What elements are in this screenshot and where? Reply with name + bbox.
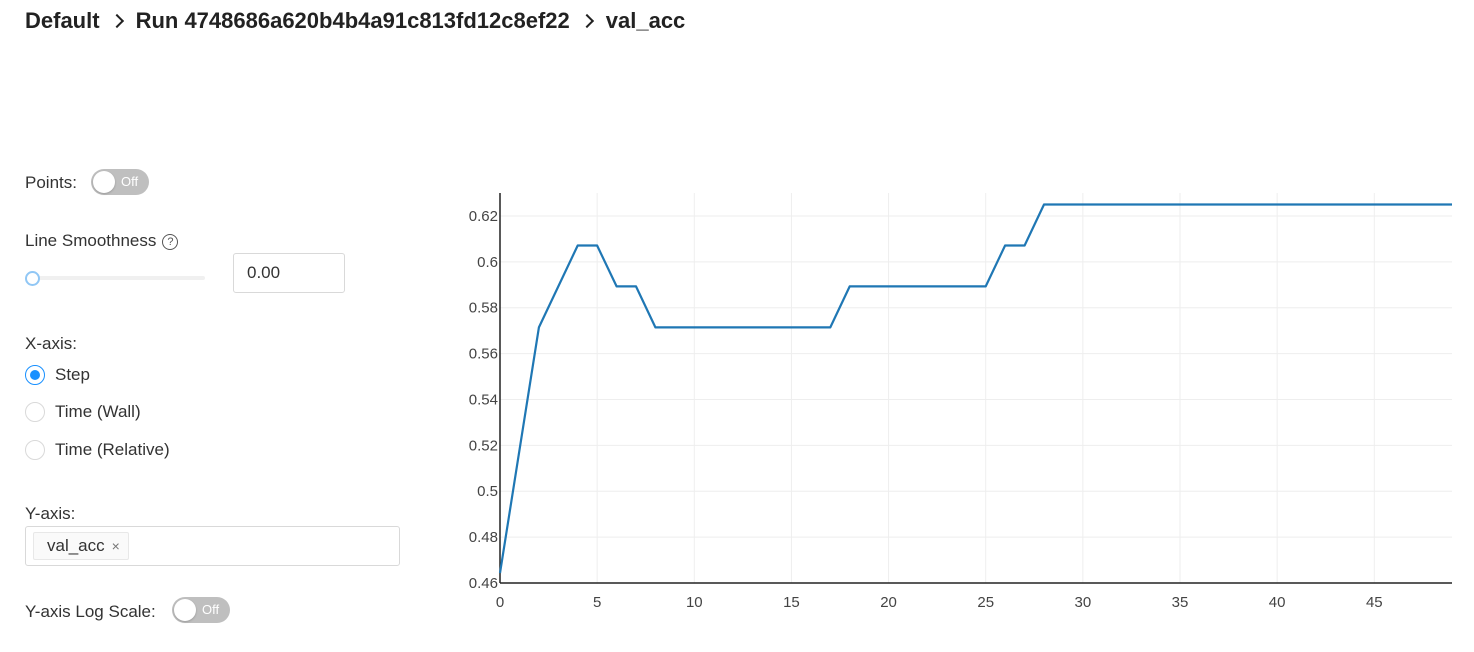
x-axis-option-time-wall[interactable]: Time (Wall)	[25, 402, 141, 422]
breadcrumb-run[interactable]: Run 4748686a620b4b4a91c813fd12c8ef22	[135, 8, 570, 33]
chart-axes	[499, 193, 1452, 584]
y-tick-label: 0.48	[469, 529, 498, 546]
y-tick-label: 0.56	[469, 346, 498, 363]
line-smoothness-slider[interactable]	[32, 276, 205, 280]
metric-chart[interactable]: 0.46 0.48 0.5 0.52 0.54 0.56 0.58 0.6 0.62 0 5 10 1…	[460, 185, 1460, 625]
x-tick-label: 45	[1366, 594, 1383, 611]
y-axis-tag-label: val_acc	[47, 536, 105, 555]
x-axis-option-label: Time (Wall)	[55, 402, 141, 421]
x-tick-label: 0	[496, 594, 504, 611]
x-tick-label: 25	[977, 594, 994, 611]
x-tick-label: 10	[686, 594, 703, 611]
x-axis-option-label: Time (Relative)	[55, 440, 170, 459]
radio-button[interactable]	[25, 365, 45, 385]
x-tick-label: 20	[880, 594, 897, 611]
x-tick-label: 5	[593, 594, 601, 611]
breadcrumb: Default Run 4748686a620b4b4a91c813fd12c8…	[25, 8, 685, 34]
line-smoothness-input[interactable]	[233, 253, 345, 293]
y-tick-label: 0.52	[469, 437, 498, 454]
y-tick-label: 0.46	[469, 575, 498, 592]
y-axis-log-scale-label: Y-axis Log Scale:	[25, 602, 156, 621]
breadcrumb-metric: val_acc	[605, 8, 686, 33]
line-smoothness-label-row: Line Smoothness?	[25, 231, 179, 251]
toggle-knob	[174, 599, 196, 621]
x-axis-option-step[interactable]: Step	[25, 365, 90, 385]
log-scale-toggle-state: Off	[202, 602, 220, 617]
y-tick-label: 0.54	[469, 391, 498, 408]
points-toggle-state: Off	[121, 174, 139, 189]
x-axis-option-label: Step	[55, 365, 90, 384]
series-line-val-acc	[498, 203, 1452, 574]
y-tick-labels: 0.46 0.48 0.5 0.52 0.54 0.56 0.58 0.6 0.62	[469, 208, 498, 592]
x-axis-option-time-relative[interactable]: Time (Relative)	[25, 440, 170, 460]
slider-handle[interactable]	[25, 271, 40, 286]
radio-button[interactable]	[25, 440, 45, 460]
toggle-knob	[93, 171, 115, 193]
y-tick-label: 0.62	[469, 208, 498, 225]
chart-grid	[500, 193, 1452, 584]
close-icon[interactable]: ×	[111, 538, 120, 554]
line-smoothness-label: Line Smoothness	[25, 231, 157, 250]
plot-controls-panel: Points: Off Line Smoothness? X-axis: Ste…	[0, 0, 440, 652]
x-tick-label: 35	[1172, 594, 1189, 611]
y-tick-label: 0.5	[477, 483, 498, 500]
question-circle-icon[interactable]: ?	[162, 234, 179, 250]
y-axis-tag: val_acc ×	[33, 532, 129, 560]
chevron-right-icon	[579, 13, 594, 29]
chart-series	[498, 203, 1452, 574]
y-axis-label: Y-axis:	[25, 504, 76, 523]
radio-button[interactable]	[25, 402, 45, 422]
x-tick-labels: 0 5 10 15 20 25 30 35 40 45	[496, 594, 1383, 611]
y-axis-select[interactable]: val_acc ×	[25, 526, 400, 566]
x-tick-label: 15	[783, 594, 800, 611]
breadcrumb-experiment[interactable]: Default	[25, 8, 100, 33]
x-axis-label: X-axis:	[25, 334, 77, 353]
y-tick-label: 0.58	[469, 300, 498, 317]
y-tick-label: 0.6	[477, 254, 498, 271]
x-tick-label: 40	[1269, 594, 1286, 611]
points-label: Points:	[25, 173, 77, 192]
points-toggle[interactable]: Off	[91, 169, 149, 195]
x-tick-label: 30	[1075, 594, 1092, 611]
y-axis-log-scale-toggle[interactable]: Off	[172, 597, 230, 623]
